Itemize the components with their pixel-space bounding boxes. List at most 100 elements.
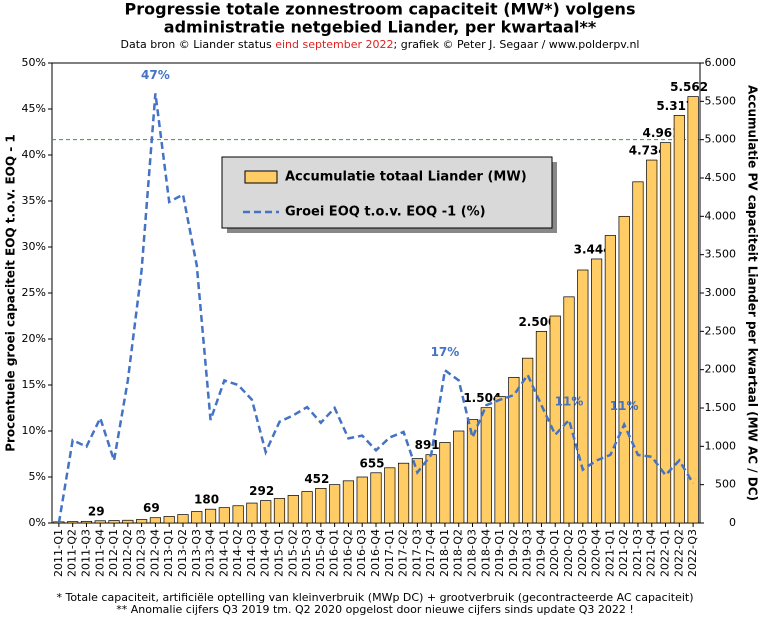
- plot-area: [51, 62, 701, 524]
- x-tick-label: 2020-Q1: [548, 529, 561, 577]
- x-tick-label: 2017-Q1: [383, 529, 396, 577]
- bar-value-label: 5.317: [656, 99, 694, 113]
- x-tick-label: 2016-Q4: [369, 529, 382, 577]
- x-tick-label: 2019-Q4: [534, 529, 547, 577]
- x-tick-label: 2019-Q2: [507, 529, 520, 577]
- x-tick-label: 2015-Q4: [314, 529, 327, 577]
- x-tick-label: 2018-Q2: [452, 529, 465, 577]
- bar-value-label: 69: [143, 501, 160, 515]
- x-tick-label: 2011-Q4: [93, 529, 106, 577]
- bar: [687, 96, 699, 524]
- bar: [439, 442, 451, 524]
- bar: [494, 396, 506, 524]
- x-tick-label: 2021-Q2: [617, 529, 630, 577]
- x-tick-label: 2011-Q1: [52, 529, 65, 577]
- bar: [632, 181, 644, 524]
- x-tick-label: 2022-Q3: [686, 529, 699, 577]
- bar-value-label: 452: [304, 472, 329, 486]
- bar: [549, 315, 561, 524]
- x-tick-label: 2013-Q2: [176, 529, 189, 577]
- subtitle-part: ; grafiek © Peter J. Segaar / www.polder…: [394, 38, 640, 51]
- bar: [122, 519, 134, 524]
- bar-value-label: 2.500: [518, 315, 556, 329]
- bar: [356, 476, 368, 524]
- bar-value-label: 4.961: [643, 126, 681, 140]
- y-tick-label: 40%: [22, 148, 46, 161]
- y2-tick-label: 1.500: [705, 401, 737, 414]
- footnote: ** Anomalie cijfers Q3 2019 tm. Q2 2020 …: [116, 603, 634, 616]
- y2-tick-label: 0: [729, 516, 736, 529]
- bar: [204, 508, 217, 524]
- bar: [522, 357, 534, 524]
- bar: [301, 491, 313, 524]
- line-value-label: 11%: [555, 394, 584, 408]
- y2-tick-label: 500: [715, 478, 736, 491]
- x-tick-label: 2016-Q2: [341, 529, 354, 577]
- bar: [191, 511, 203, 524]
- bar-value-label: 4.734: [629, 144, 667, 158]
- bar: [646, 159, 658, 524]
- y2-tick-label: 5.000: [705, 133, 737, 146]
- y2-tick-label: 6.000: [705, 56, 737, 69]
- bar: [411, 458, 423, 524]
- bar: [370, 472, 382, 524]
- y2-tick-label: 4.000: [705, 209, 737, 222]
- bar-value-label: 1.504: [463, 391, 501, 405]
- bar: [453, 430, 465, 524]
- x-tick-label: 2014-Q2: [231, 529, 244, 577]
- x-tick-label: 2021-Q4: [645, 529, 658, 577]
- y-tick-label: 45%: [22, 102, 46, 115]
- x-tick-label: 2014-Q4: [259, 529, 272, 577]
- y-tick-label: 25%: [22, 286, 46, 299]
- x-tick-label: 2019-Q3: [521, 529, 534, 577]
- bar: [149, 517, 161, 524]
- bar-value-label: 655: [359, 456, 384, 470]
- bar: [425, 454, 437, 524]
- y2-tick-label: 2.000: [705, 363, 737, 376]
- x-tick-label: 2016-Q1: [328, 529, 341, 577]
- bar: [591, 258, 603, 524]
- x-tick-label: 2018-Q4: [479, 529, 492, 577]
- x-tick-label: 2020-Q2: [562, 529, 575, 577]
- x-tick-label: 2022-Q1: [659, 529, 672, 577]
- y2-tick-label: 5.500: [705, 94, 737, 107]
- footnote: * Totale capaciteit, artificiële optelli…: [56, 591, 693, 604]
- bar: [604, 235, 616, 524]
- bar-value-label: 29: [88, 504, 105, 518]
- x-tick-label: 2016-Q3: [355, 529, 368, 577]
- bar-value-label: 891: [415, 438, 440, 452]
- legend: [221, 156, 553, 229]
- bar: [535, 330, 548, 524]
- x-tick-label: 2012-Q1: [107, 529, 120, 577]
- bar: [287, 495, 299, 524]
- bar: [563, 296, 575, 524]
- bar: [618, 215, 630, 524]
- bar: [577, 269, 589, 524]
- y-tick-label: 50%: [22, 56, 46, 69]
- y-tick-label: 0%: [29, 516, 46, 529]
- bar: [329, 484, 341, 524]
- x-tick-label: 2020-Q3: [576, 529, 589, 577]
- bar: [232, 505, 244, 524]
- bar: [80, 520, 93, 524]
- y2-tick-label: 2.500: [705, 324, 737, 337]
- bar: [246, 502, 258, 524]
- bar: [480, 407, 492, 524]
- y2-tick-label: 3.000: [705, 286, 737, 299]
- line-value-label: 17%: [431, 345, 460, 359]
- x-tick-label: 2022-Q2: [672, 529, 685, 577]
- bar-value-label: 180: [194, 493, 219, 507]
- bar-value-label: 292: [249, 484, 274, 498]
- x-tick-label: 2013-Q1: [162, 529, 175, 577]
- legend-label: Groei EOQ t.o.v. EOQ -1 (%): [285, 205, 486, 220]
- y-tick-label: 5%: [29, 470, 46, 483]
- bar: [163, 516, 175, 524]
- bar: [508, 376, 520, 524]
- subtitle: Data bron © Liander status eind septembe…: [121, 38, 640, 51]
- x-tick-label: 2013-Q3: [190, 529, 203, 577]
- x-tick-label: 2021-Q3: [631, 529, 644, 577]
- y2-axis-label: Accumulatie PV capaciteit Liander per kw…: [746, 85, 760, 501]
- bar-value-label: 5.562: [670, 80, 708, 94]
- x-tick-label: 2012-Q3: [135, 529, 148, 577]
